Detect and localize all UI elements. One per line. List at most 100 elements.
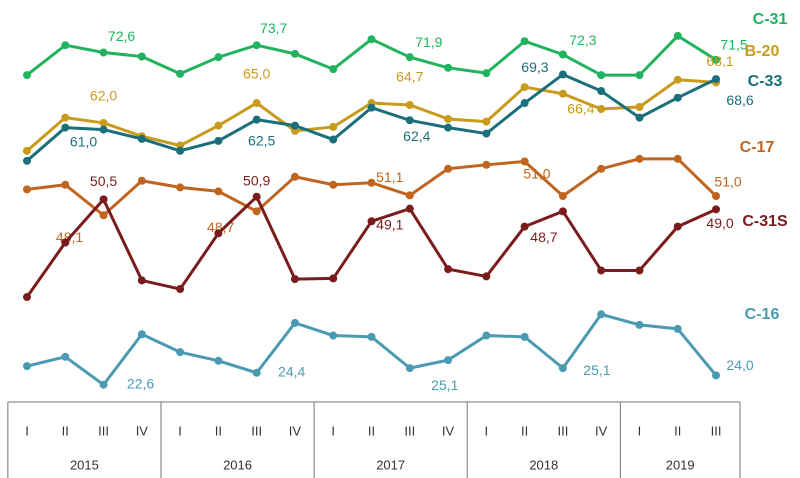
point <box>597 310 606 319</box>
point <box>137 134 146 143</box>
series-name: B-20 <box>745 43 780 60</box>
point <box>482 160 491 169</box>
x-tick-label: I <box>178 423 182 438</box>
data-label: 65,0 <box>243 66 270 82</box>
point <box>405 204 414 213</box>
point <box>137 330 146 339</box>
point <box>558 192 567 201</box>
point <box>367 178 376 187</box>
point <box>520 83 529 92</box>
point <box>444 123 453 132</box>
series-name: C-31S <box>742 213 788 230</box>
point <box>176 146 185 155</box>
point <box>214 356 223 365</box>
point <box>290 318 299 327</box>
point <box>329 122 338 131</box>
point <box>712 75 721 84</box>
x-tick-label: IV <box>595 423 608 438</box>
point <box>176 285 185 294</box>
point <box>558 89 567 98</box>
point <box>558 70 567 79</box>
point <box>405 364 414 373</box>
point <box>290 275 299 284</box>
point <box>367 217 376 226</box>
point <box>137 52 146 61</box>
data-label: 51,0 <box>714 174 741 190</box>
series-name: C-16 <box>745 306 780 323</box>
year-label: 2015 <box>70 457 99 472</box>
point <box>176 183 185 192</box>
point <box>252 41 261 50</box>
point <box>214 121 223 130</box>
point <box>635 113 644 122</box>
point <box>367 103 376 112</box>
point <box>405 101 414 110</box>
point <box>597 87 606 96</box>
point <box>23 156 31 165</box>
point <box>214 136 223 145</box>
point <box>23 71 31 80</box>
point <box>405 53 414 62</box>
data-label: 50,9 <box>243 172 270 188</box>
data-label: 25,1 <box>583 362 610 378</box>
point <box>558 364 567 373</box>
point <box>252 192 261 201</box>
point <box>444 356 453 365</box>
point <box>712 371 721 380</box>
year-label: 2016 <box>223 457 252 472</box>
point <box>176 348 185 357</box>
point <box>61 123 70 132</box>
data-label: 51,0 <box>523 166 550 182</box>
data-label: 68,1 <box>706 53 733 69</box>
point <box>99 118 108 127</box>
x-tick-label: IV <box>289 423 302 438</box>
x-tick-label: I <box>638 423 642 438</box>
point <box>712 205 721 214</box>
point <box>558 50 567 59</box>
point <box>712 192 721 201</box>
series-line <box>26 72 717 162</box>
point <box>405 191 414 200</box>
point <box>61 113 70 122</box>
data-label: 49,0 <box>706 215 733 231</box>
data-label: 62,0 <box>90 88 117 104</box>
series-line <box>26 157 718 217</box>
point <box>673 324 682 333</box>
point <box>367 332 376 341</box>
x-tick-label: IV <box>442 423 455 438</box>
point <box>635 266 644 275</box>
year-label: 2018 <box>529 457 558 472</box>
point <box>558 207 567 216</box>
point <box>712 55 721 64</box>
point <box>520 37 529 46</box>
data-label: 51,1 <box>376 169 403 185</box>
point <box>444 114 453 123</box>
point <box>23 185 31 194</box>
series-line <box>25 195 717 298</box>
point <box>99 48 108 57</box>
point <box>23 293 31 302</box>
year-label: 2017 <box>376 457 405 472</box>
data-label: 48,7 <box>530 229 557 245</box>
point <box>329 274 338 283</box>
point <box>597 164 606 173</box>
data-label: 71,9 <box>415 34 442 50</box>
point <box>99 211 108 220</box>
data-label: 61,0 <box>70 133 97 149</box>
x-tick-label: I <box>25 423 29 438</box>
point <box>61 238 70 247</box>
point <box>635 154 644 163</box>
point <box>290 121 299 130</box>
point <box>520 99 529 108</box>
data-label: 62,5 <box>248 132 275 148</box>
data-label: 66,4 <box>567 100 594 116</box>
data-label: 22,6 <box>127 375 154 391</box>
point <box>61 352 70 361</box>
x-tick-label: II <box>368 423 375 438</box>
data-label: 24,0 <box>726 357 753 373</box>
x-tick-label: III <box>404 423 415 438</box>
x-tick-label: IV <box>136 423 149 438</box>
point <box>214 53 223 62</box>
x-tick-label: II <box>215 423 222 438</box>
point <box>99 125 108 134</box>
